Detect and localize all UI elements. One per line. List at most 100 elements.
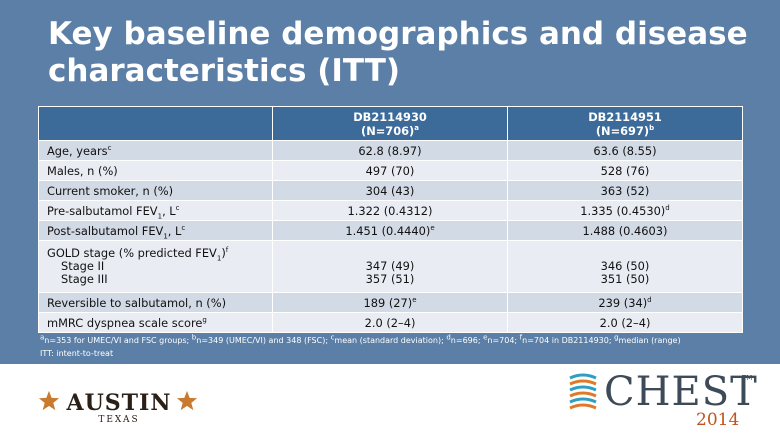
- row-label: Pre-salbutamol FEV1, Lc: [38, 200, 273, 221]
- chest-trademark: TM: [742, 374, 753, 382]
- label-text: , L: [167, 223, 182, 238]
- chest-year: 2014: [696, 410, 740, 430]
- stage-3-value: 357 (51): [365, 272, 415, 286]
- footnote-text: mean (standard deviation);: [334, 336, 447, 345]
- footnote-text: n=704;: [487, 336, 520, 345]
- label-sub: 1: [163, 231, 168, 240]
- footnote-sup: e: [483, 333, 488, 342]
- table-row-pre-fev: Pre-salbutamol FEV1, Lc 1.322 (0.4312) 1…: [38, 200, 743, 221]
- footnote-sup: b: [191, 333, 197, 342]
- footnote-sup: d: [446, 333, 451, 342]
- value-text: 1.335 (0.4530): [580, 203, 666, 218]
- row-label: Males, n (%): [38, 160, 273, 181]
- label-sup: g: [202, 315, 207, 324]
- value-sup: d: [665, 203, 670, 212]
- value-sup: d: [647, 295, 652, 304]
- cell-study-2: 363 (52): [507, 180, 743, 201]
- row-label: GOLD stage (% predicted FEV1)f Stage II …: [38, 240, 273, 293]
- slide-title: Key baseline demographics and disease ch…: [48, 16, 748, 89]
- footnote-text: n=349 (UMEC/VI) and 348 (FSC);: [196, 336, 331, 345]
- value-sup: e: [430, 223, 435, 232]
- baseline-table: DB2114930 (N=706)a DB2114951 (N=697)b Ag…: [38, 106, 743, 333]
- stage-2-value: 347 (49): [365, 259, 415, 273]
- footnote-sup: f: [519, 333, 523, 342]
- header-blank: [38, 106, 273, 141]
- footnote-line: an=353 for UMEC/VI and FSC groups; bn=34…: [40, 334, 760, 347]
- chest-logo: CHEST TM 2014: [566, 369, 758, 432]
- table-row-mmrc: mMRC dyspnea scale scoreg 2.0 (2–4) 2.0 …: [38, 312, 743, 333]
- study-1-n: (N=706): [360, 123, 415, 138]
- value-text: 239 (34): [598, 295, 648, 310]
- texas-word: TEXAS: [98, 415, 140, 425]
- table-header-row: DB2114930 (N=706)a DB2114951 (N=697)b: [38, 106, 743, 141]
- cell-study-1: 62.8 (8.97): [272, 140, 508, 161]
- cell-study-1: 1.322 (0.4312): [272, 200, 508, 221]
- cell-study-1: 2.0 (2–4): [272, 312, 508, 333]
- stage-3-label: Stage III: [61, 272, 108, 286]
- row-label: mMRC dyspnea scale scoreg: [38, 312, 273, 333]
- table-row-post-fev: Post-salbutamol FEV1, Lc 1.451 (0.4440)e…: [38, 220, 743, 241]
- value-text: 189 (27): [363, 295, 413, 310]
- cell-study-1: 497 (70): [272, 160, 508, 181]
- label-text: GOLD stage (% predicted FEV: [47, 246, 217, 260]
- value-text: 1.451 (0.4440): [345, 223, 431, 238]
- row-label: Reversible to salbutamol, n (%): [38, 292, 273, 313]
- table-row-reversible: Reversible to salbutamol, n (%) 189 (27)…: [38, 292, 743, 313]
- chest-stripes-icon: [569, 373, 597, 410]
- stage-2-value: 346 (50): [600, 259, 650, 273]
- austin-logo: AUSTIN TEXAS: [38, 390, 198, 430]
- study-1-sup: a: [414, 123, 419, 132]
- label-text: Pre-salbutamol FEV: [47, 203, 158, 218]
- study-2-name: DB2114951: [588, 109, 662, 124]
- row-label: Current smoker, n (%): [38, 180, 273, 201]
- footnote-text: n=353 for UMEC/VI and FSC groups;: [44, 336, 192, 345]
- slide-background: Key baseline demographics and disease ch…: [0, 0, 780, 364]
- footnote-sup: g: [614, 333, 619, 342]
- study-1-name: DB2114930: [353, 109, 427, 124]
- cell-study-2: 239 (34)d: [507, 292, 743, 313]
- study-2-sup: b: [649, 123, 655, 132]
- footnote-text: n=696;: [450, 336, 484, 345]
- star-icon: [38, 390, 60, 411]
- chest-word: CHEST: [604, 369, 758, 415]
- header-study-2: DB2114951 (N=697)b: [507, 106, 743, 141]
- label-text: Age, years: [47, 143, 108, 158]
- cell-study-2: 2.0 (2–4): [507, 312, 743, 333]
- cell-study-1: 1.451 (0.4440)e: [272, 220, 508, 241]
- footnote-itt: ITT: intent-to-treat: [40, 349, 114, 358]
- label-sup: c: [181, 223, 186, 232]
- stage-2-label: Stage II: [61, 259, 105, 273]
- table-row-smoker: Current smoker, n (%) 304 (43) 363 (52): [38, 180, 743, 201]
- cell-study-2: 528 (76): [507, 160, 743, 181]
- label-sup: c: [175, 203, 180, 212]
- cell-study-2: 346 (50) 351 (50): [507, 240, 743, 293]
- cell-study-1: 189 (27)e: [272, 292, 508, 313]
- header-study-1: DB2114930 (N=706)a: [272, 106, 508, 141]
- table-row-males: Males, n (%) 497 (70) 528 (76): [38, 160, 743, 181]
- cell-study-1: 304 (43): [272, 180, 508, 201]
- cell-study-2: 1.488 (0.4603): [507, 220, 743, 241]
- table-row-age: Age, yearsc 62.8 (8.97) 63.6 (8.55): [38, 140, 743, 161]
- austin-word: AUSTIN: [66, 390, 172, 416]
- label-sup: f: [225, 246, 229, 255]
- label-text: Post-salbutamol FEV: [47, 223, 164, 238]
- label-text: mMRC dyspnea scale score: [47, 315, 203, 330]
- cell-study-1: 347 (49) 357 (51): [272, 240, 508, 293]
- label-sup: c: [107, 143, 112, 152]
- label-sub: 1: [216, 254, 222, 263]
- label-sub: 1: [157, 211, 163, 220]
- footnote-text: n=704 in DB2114930;: [522, 336, 615, 345]
- stage-3-value: 351 (50): [600, 272, 650, 286]
- footnotes: an=353 for UMEC/VI and FSC groups; bn=34…: [40, 334, 760, 360]
- footnote-sup: a: [40, 333, 45, 342]
- footnote-text: median (range): [618, 336, 681, 345]
- table-row-gold: GOLD stage (% predicted FEV1)f Stage II …: [38, 240, 743, 293]
- row-label: Post-salbutamol FEV1, Lc: [38, 220, 273, 241]
- row-label: Age, yearsc: [38, 140, 273, 161]
- star-icon: [176, 390, 198, 411]
- value-sup: e: [412, 295, 417, 304]
- cell-study-2: 1.335 (0.4530)d: [507, 200, 743, 221]
- label-text: ): [221, 246, 226, 260]
- cell-study-2: 63.6 (8.55): [507, 140, 743, 161]
- label-text: , L: [162, 203, 176, 218]
